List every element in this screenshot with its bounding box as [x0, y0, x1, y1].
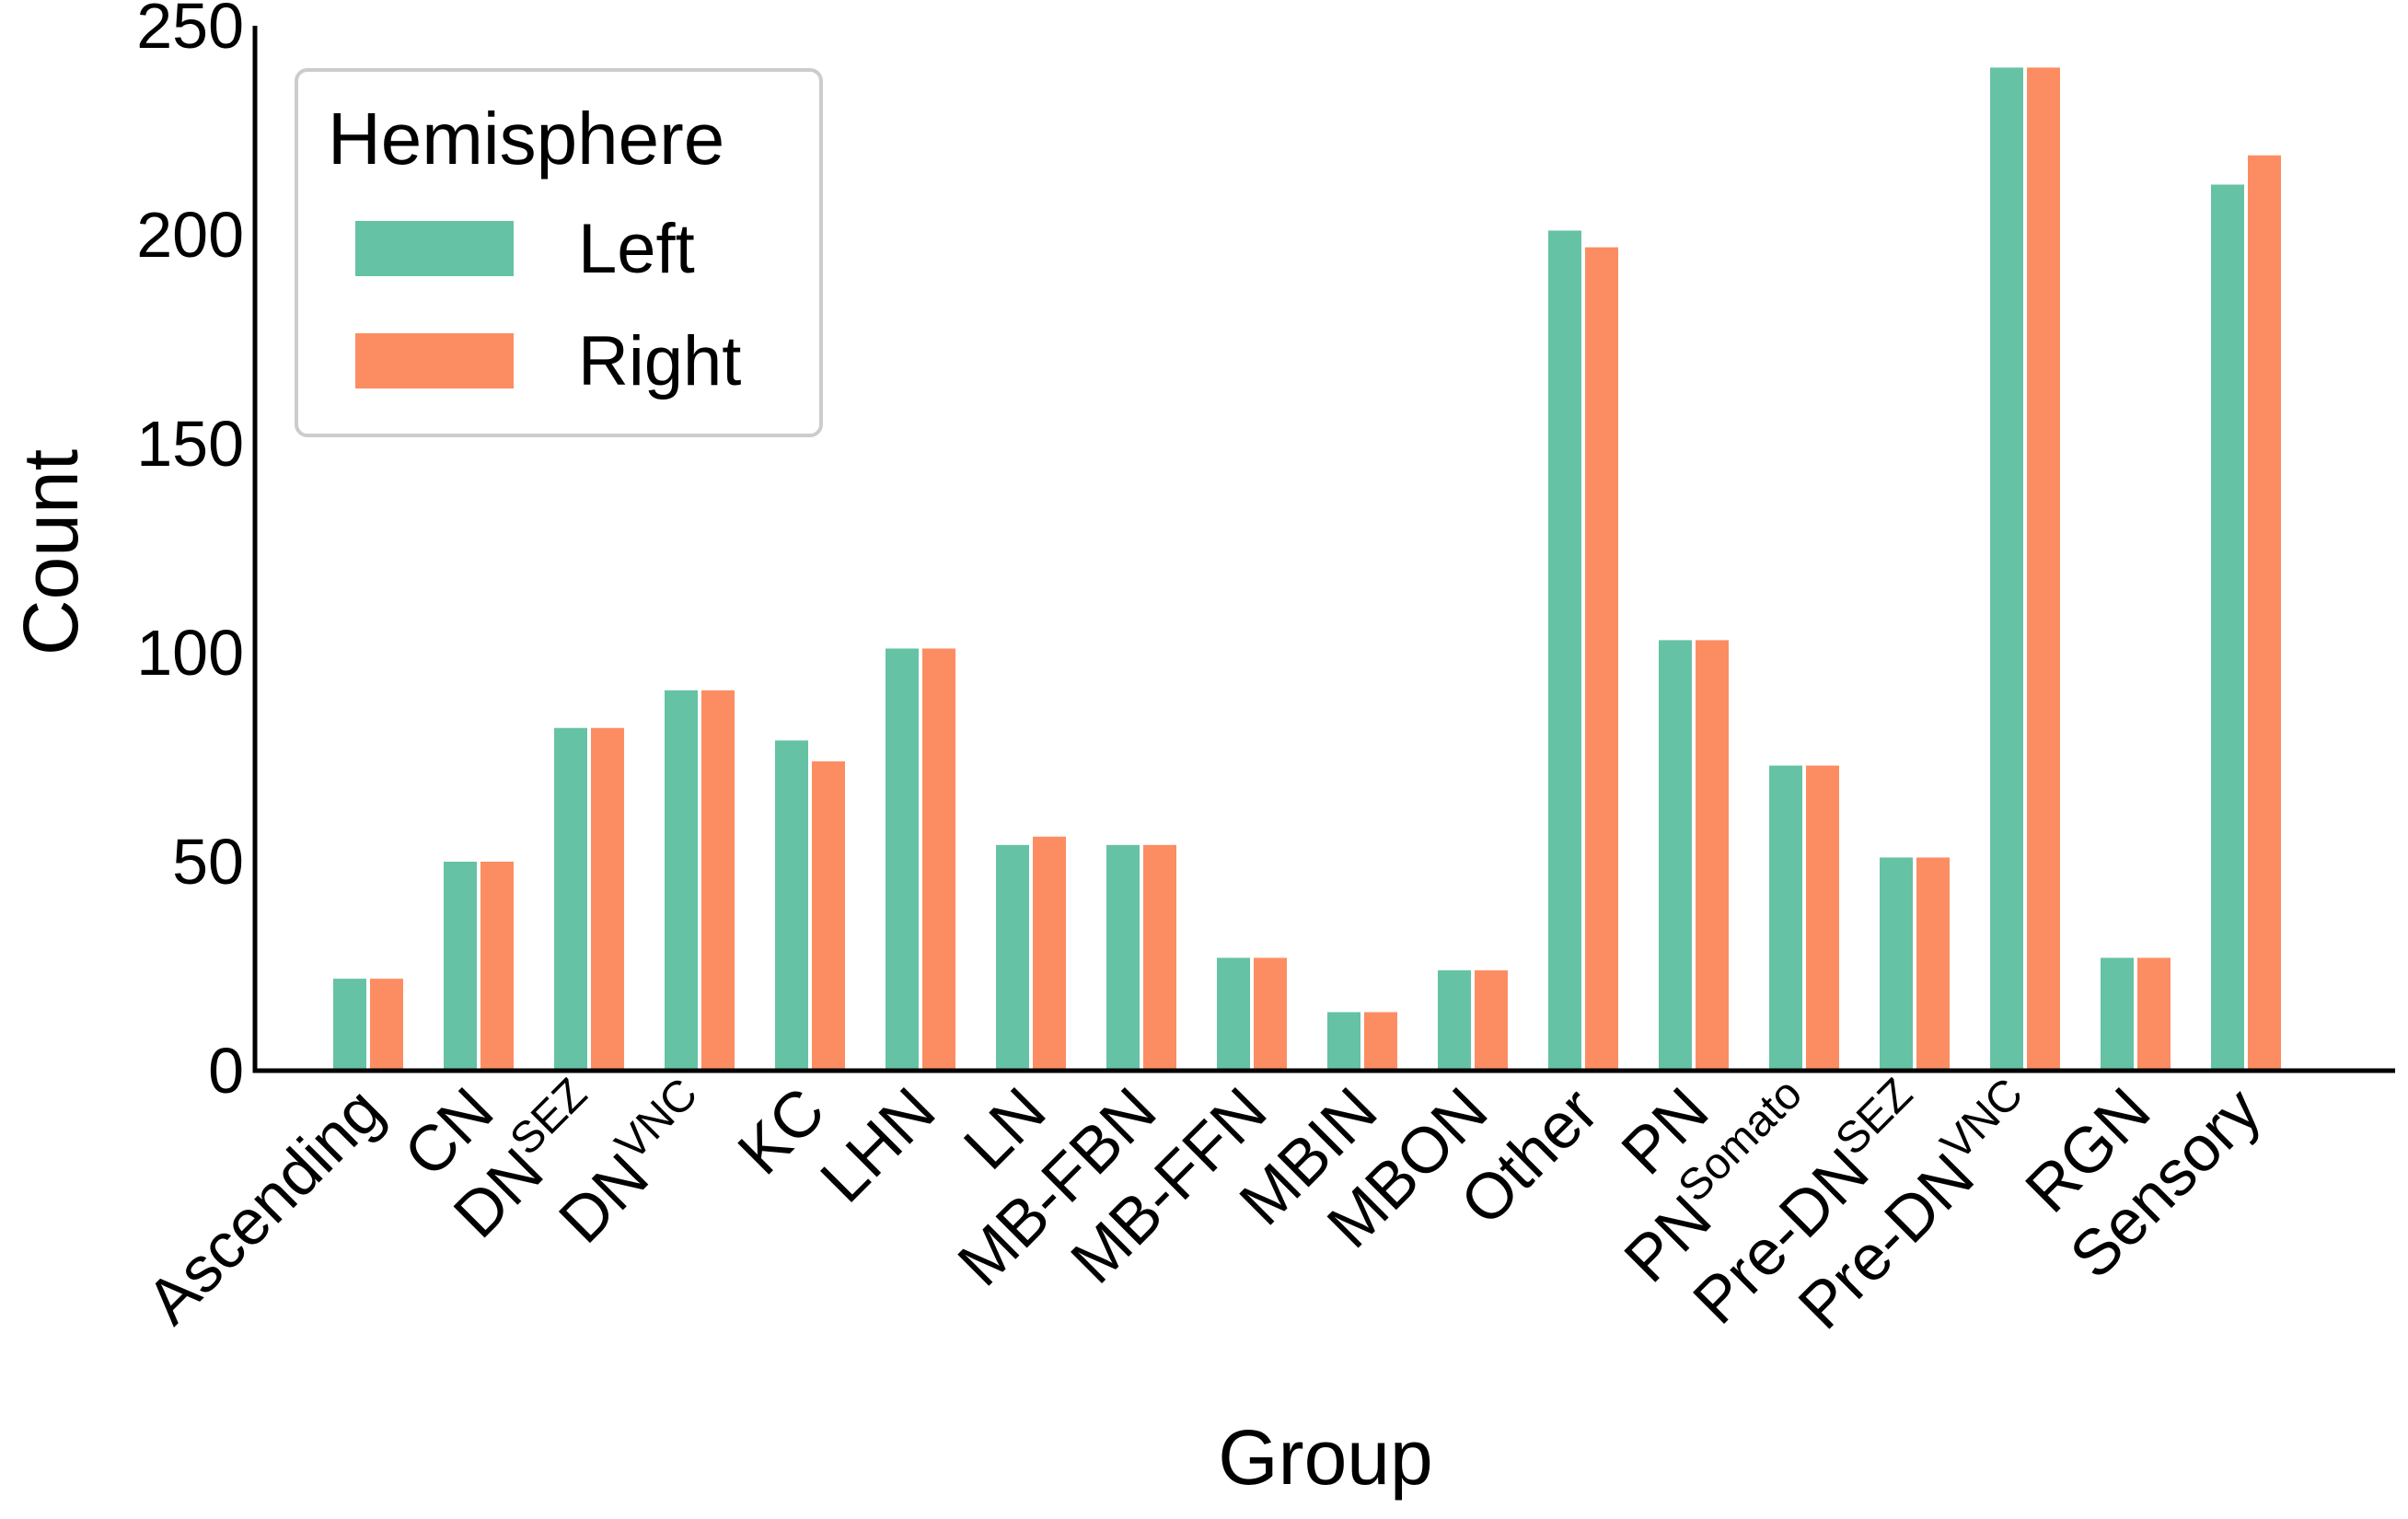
bar-left-15	[1990, 67, 2023, 1071]
y-axis-label: Count	[7, 449, 94, 655]
bar-left-10	[1438, 970, 1471, 1071]
legend-label-right: Right	[578, 322, 741, 400]
bar-left-8	[1217, 957, 1250, 1071]
bar-left-0	[333, 979, 366, 1071]
bar-left-16	[2101, 957, 2134, 1071]
y-tick-label: 200	[136, 199, 244, 271]
bar-right-11	[1585, 247, 1618, 1071]
bar-left-14	[1880, 857, 1913, 1071]
legend-swatch-right	[355, 333, 514, 388]
legend-title: Hemisphere	[328, 98, 724, 180]
legend-label-left: Left	[578, 210, 695, 288]
bar-right-12	[1696, 640, 1729, 1071]
bar-right-8	[1254, 957, 1287, 1071]
bar-left-12	[1659, 640, 1692, 1071]
legend-swatch-left	[355, 221, 514, 276]
bar-right-14	[1916, 857, 1950, 1071]
bar-right-15	[2027, 67, 2060, 1071]
bar-right-13	[1806, 765, 1839, 1071]
bars-layer	[333, 67, 2281, 1072]
axes-layer	[252, 26, 2395, 1073]
y-tick-labels: 0 50 100 150 200 250	[136, 0, 244, 1107]
legend: Hemisphere Left Right	[295, 68, 823, 437]
bar-left-6	[996, 844, 1029, 1071]
bar-left-13	[1769, 765, 1802, 1071]
bar-right-6	[1033, 836, 1066, 1071]
bar-right-2	[591, 727, 624, 1071]
y-tick-label: 100	[136, 617, 244, 689]
bar-left-5	[886, 648, 919, 1071]
bar-left-3	[665, 690, 698, 1071]
legend-items: Left Right	[355, 210, 741, 400]
bar-left-11	[1548, 230, 1581, 1071]
y-tick-label: 50	[172, 826, 244, 898]
bar-right-7	[1143, 844, 1176, 1071]
bar-left-17	[2211, 184, 2244, 1071]
x-tick-label: Ascending	[133, 1073, 396, 1337]
bar-right-4	[812, 761, 845, 1071]
y-tick-label: 150	[136, 408, 244, 480]
bar-left-1	[444, 862, 477, 1071]
bar-left-4	[775, 740, 808, 1071]
x-tick-label: LHN	[806, 1073, 948, 1215]
y-tick-label: 0	[208, 1035, 244, 1107]
bar-right-3	[701, 690, 735, 1071]
bar-right-17	[2248, 155, 2281, 1072]
y-tick-label: 250	[136, 0, 244, 62]
bar-right-9	[1364, 1012, 1397, 1071]
x-axis-label: Group	[1218, 1414, 1432, 1501]
bar-left-7	[1106, 844, 1140, 1071]
bar-right-10	[1475, 970, 1508, 1071]
bar-right-16	[2137, 957, 2171, 1071]
bar-left-2	[554, 727, 587, 1071]
bar-left-9	[1327, 1012, 1360, 1071]
bar-right-1	[480, 862, 514, 1071]
bar-right-0	[370, 979, 403, 1071]
bar-right-5	[922, 648, 955, 1071]
